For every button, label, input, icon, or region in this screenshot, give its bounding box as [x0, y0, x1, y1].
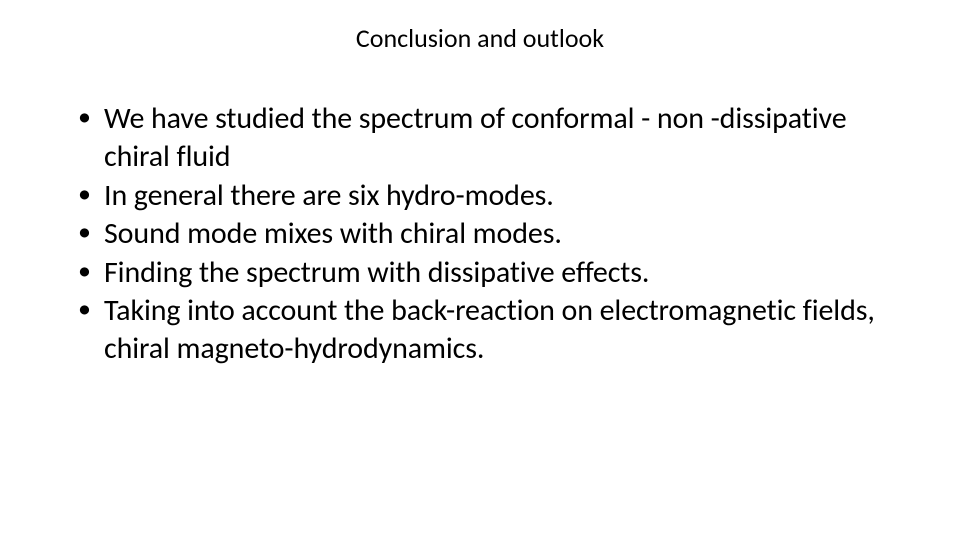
list-item: Finding the spectrum with dissipative ef…	[78, 254, 890, 292]
slide-title: Conclusion and outlook	[70, 22, 890, 54]
slide-container: Conclusion and outlook We have studied t…	[0, 0, 960, 540]
bullet-list: We have studied the spectrum of conforma…	[70, 100, 890, 369]
list-item: Sound mode mixes with chiral modes.	[78, 215, 890, 253]
list-item: In general there are six hydro-modes.	[78, 177, 890, 215]
list-item: We have studied the spectrum of conforma…	[78, 100, 890, 177]
list-item: Taking into account the back-reaction on…	[78, 292, 890, 369]
